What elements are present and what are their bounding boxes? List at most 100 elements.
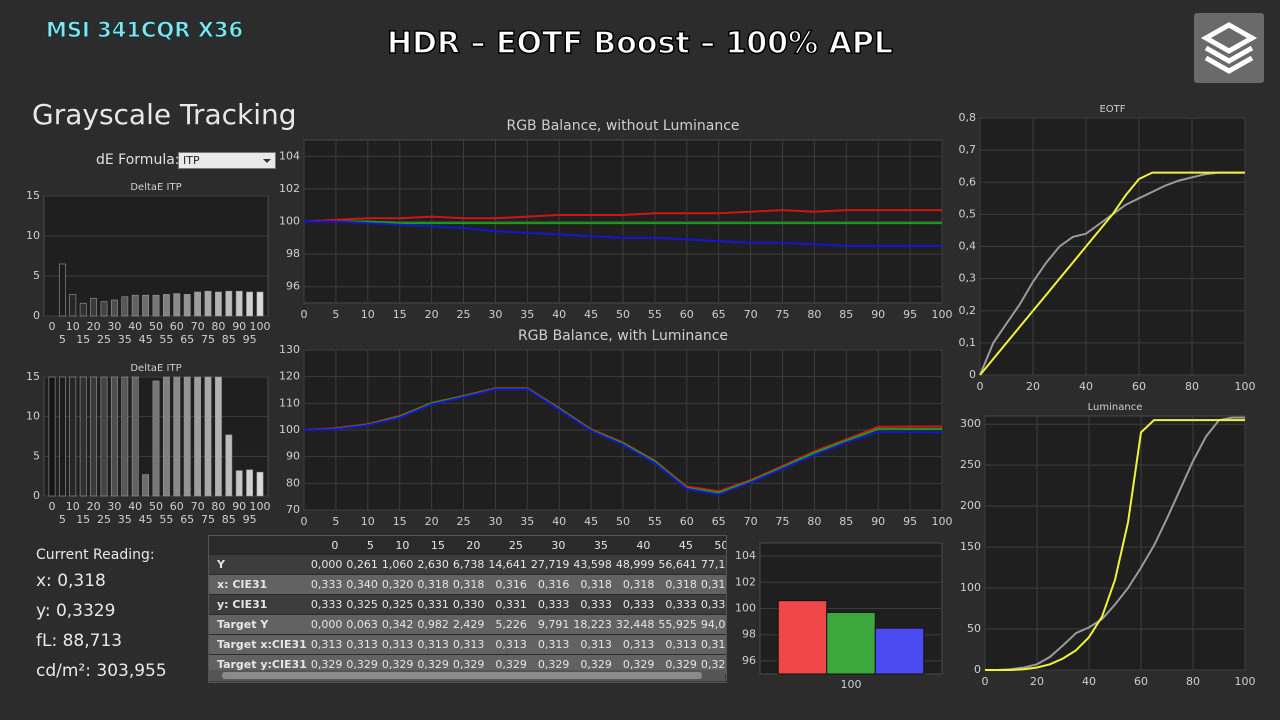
scrollbar[interactable] [208, 670, 725, 681]
bar [173, 376, 181, 497]
cell: 0,333 [698, 594, 726, 615]
cell: 56,641 [656, 555, 699, 575]
logo [1194, 13, 1264, 83]
y-tick-label: 96 [286, 280, 300, 293]
x-tick-label: 0 [977, 380, 984, 393]
bar [246, 291, 254, 317]
bar [183, 376, 191, 497]
x-tick-label: 95 [903, 308, 917, 321]
bar [58, 376, 66, 497]
bar [194, 376, 202, 497]
reading-line: fL: 88,713 [36, 631, 123, 651]
x-tick-label: 25 [97, 513, 111, 526]
x-tick-label: 45 [584, 515, 598, 528]
x-tick-label: 50 [149, 320, 163, 333]
cell: 0,331 [415, 594, 451, 615]
bar [235, 290, 243, 317]
x-tick-label: 10 [66, 320, 80, 333]
bar [69, 376, 77, 497]
bar [256, 291, 264, 317]
column-header: 5 [344, 536, 380, 555]
x-tick-label: 70 [744, 515, 758, 528]
cell: 0,325 [379, 594, 416, 615]
y-tick-label: 0,8 [959, 111, 977, 124]
cell: 0,313 [571, 634, 614, 655]
bar [225, 434, 233, 497]
plot-area [984, 415, 1246, 671]
bar [58, 263, 66, 317]
y-tick-label: 0 [974, 663, 981, 676]
y-tick-label: 104 [279, 149, 300, 162]
x-tick-label: 80 [1185, 380, 1199, 393]
x-tick-label: 45 [139, 333, 153, 346]
column-header: 30 [528, 536, 572, 555]
table-row: Target x:CIE31 0,313 0,313 0,313 0,313 0,313 0… [209, 634, 726, 655]
table: 05101520253035404550Y0,0000,2611,0602,63… [209, 536, 726, 675]
y-tick-label: 250 [960, 458, 981, 471]
y-tick-label: 300 [960, 417, 981, 430]
x-tick-label: 0 [301, 515, 308, 528]
y-tick-label: 110 [279, 396, 300, 409]
cell: 94,07 [698, 614, 726, 635]
row-label: Target Y [209, 614, 309, 635]
bar [100, 376, 108, 497]
cell: 0,316 [486, 574, 529, 595]
x-tick-label: 65 [180, 513, 194, 526]
x-tick-label: 15 [76, 333, 90, 346]
corner-cell [209, 536, 309, 555]
cell: 0,329 [613, 654, 657, 675]
cell: 0,313 [308, 634, 345, 655]
row-label: Target x:CIE31 [209, 634, 309, 655]
y-tick-label: 10 [26, 410, 40, 423]
current-reading: Current Reading: x: 0,318 y: 0,3329 fL: 88… [36, 544, 167, 686]
x-tick-label: 20 [87, 320, 101, 333]
row-label: x: CIE31 [209, 574, 309, 595]
bar [79, 376, 87, 497]
x-tick-label: 100 [932, 308, 953, 321]
x-tick-label: 95 [243, 333, 257, 346]
cell: 0,318 [656, 574, 699, 595]
table-row: y: CIE31 0,333 0,325 0,325 0,331 0,330 0,331 0,… [209, 594, 726, 615]
x-tick-label: 30 [107, 500, 121, 513]
scroll-thumb[interactable] [222, 672, 702, 679]
column-header: 40 [613, 536, 657, 555]
series-line [303, 209, 942, 223]
y-tick-label: 200 [960, 499, 981, 512]
series-line [304, 220, 942, 225]
y-tick-label: 15 [26, 189, 40, 202]
chart-title: DeltaE ITP [130, 182, 181, 193]
column-header: 20 [450, 536, 487, 555]
cell: 0,313 [344, 634, 380, 655]
page-title: HDR – EOTF Boost – 100% APL [386, 25, 894, 62]
y-tick-label: 102 [735, 575, 756, 588]
x-tick-label: 35 [118, 333, 132, 346]
cell: 6,738 [450, 555, 487, 575]
y-tick-label: 100 [960, 581, 981, 594]
bar [173, 293, 181, 317]
y-tick-label: 130 [279, 343, 300, 356]
x-tick-label: 40 [128, 500, 142, 513]
cell: 0,316 [528, 574, 572, 595]
y-tick-label: 0 [33, 309, 40, 322]
column-header: 35 [571, 536, 614, 555]
column-header: 25 [486, 536, 529, 555]
x-tick-label: 85 [839, 308, 853, 321]
x-tick-label: 35 [520, 308, 534, 321]
bar [235, 470, 243, 497]
bar [183, 294, 191, 317]
cell: 0,261 [344, 555, 380, 575]
row-label: y: CIE31 [209, 594, 309, 615]
cell: 0,000 [308, 614, 345, 635]
cell: 0,330 [450, 594, 487, 615]
x-tick-label: 20 [1026, 380, 1040, 393]
formula-dropdown[interactable]: ITP [178, 152, 276, 169]
y-tick-label: 102 [279, 182, 300, 195]
y-tick-label: 98 [742, 628, 756, 641]
bar [69, 294, 77, 317]
cell: 0,333 [656, 594, 699, 615]
x-tick-label: 80 [807, 515, 821, 528]
cell: 18,223 [571, 614, 614, 635]
y-tick-label: 5 [33, 449, 40, 462]
y-tick-label: 98 [286, 247, 300, 260]
